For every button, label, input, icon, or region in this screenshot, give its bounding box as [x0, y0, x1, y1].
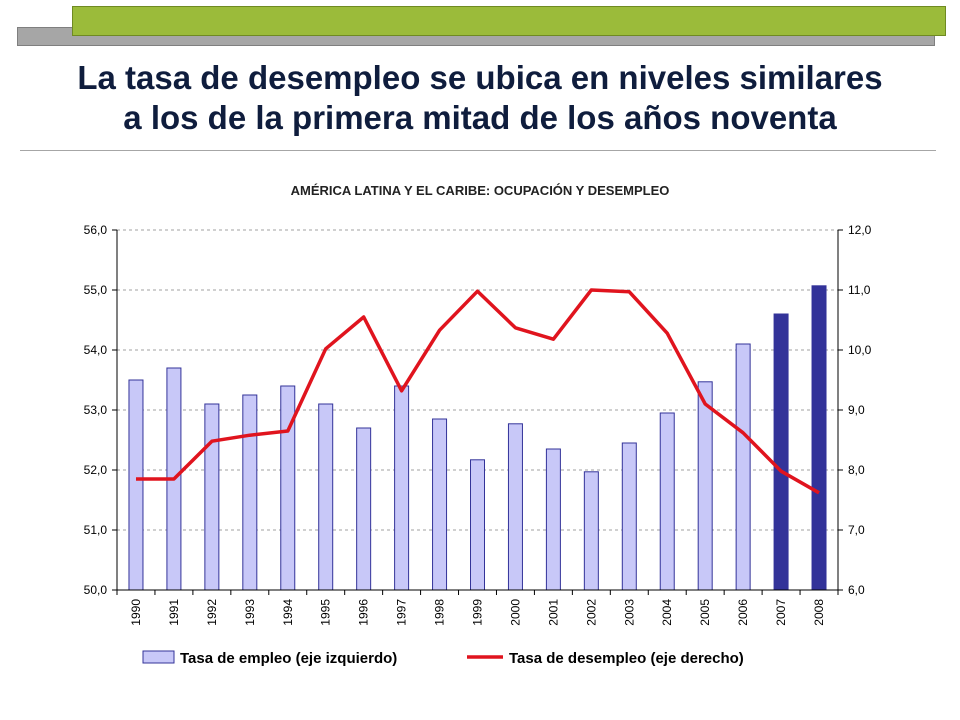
- legend: Tasa de empleo (eje izquierdo) Tasa de de…: [142, 650, 744, 667]
- y-axis-right-labels: 6,0 7,0 8,0 9,0 10,0 11,0 12,0: [848, 223, 872, 597]
- x-axis-labels: 1990 1991 1992 1993 1994 1995 1996 1997 1998 1999…: [129, 599, 826, 626]
- y-tick-label-right: 12,0: [848, 223, 872, 237]
- y-tick-label-left: 54,0: [84, 343, 108, 357]
- legend-label-employment: Tasa de empleo (eje izquierdo): [180, 650, 397, 667]
- x-tick-label: 1992: [205, 599, 219, 626]
- bar-1996: [356, 427, 372, 591]
- x-tick-label: 1996: [357, 599, 371, 626]
- x-tick-label: 1991: [167, 599, 181, 626]
- y-tick-label-right: 6,0: [848, 583, 865, 597]
- y-tick-label-left: 51,0: [84, 523, 108, 537]
- unemployment-series-line: [136, 288, 820, 495]
- title-divider: [20, 150, 936, 151]
- x-tick-label: 2003: [622, 599, 636, 626]
- y-tick-label-right: 7,0: [848, 523, 865, 537]
- unemployment-line: [136, 288, 820, 495]
- employment-bars: [128, 285, 827, 591]
- legend-label-unemployment: Tasa de desempleo (eje derecho): [509, 650, 744, 667]
- bar-1990: [128, 379, 144, 591]
- y-axis-left-labels: 50,0 51,0 52,0 53,0 54,0 55,0 56,0: [84, 223, 108, 597]
- bar-2008: [811, 285, 827, 591]
- y-tick-label-right: 11,0: [848, 283, 871, 297]
- x-tick-label: 2008: [812, 599, 826, 626]
- y-tick-label-right: 8,0: [848, 463, 865, 477]
- slide-title-line1: La tasa de desempleo se ubica en niveles…: [77, 59, 883, 96]
- bar-2004: [659, 412, 675, 591]
- x-tick-label: 2007: [774, 599, 788, 626]
- bar-1995: [318, 403, 334, 591]
- y-tick-label-left: 56,0: [84, 223, 108, 237]
- y-tick-label-left: 55,0: [84, 283, 108, 297]
- x-tick-label: 1990: [129, 599, 143, 626]
- bar-1992: [204, 403, 220, 591]
- x-tick-label: 2002: [584, 599, 598, 626]
- slide-title: La tasa de desempleo se ubica en niveles…: [0, 58, 960, 138]
- bar-1999: [470, 459, 485, 591]
- x-tick-label: 2001: [546, 599, 560, 626]
- x-tick-label: 1998: [433, 599, 447, 626]
- legend-swatch-employment: [142, 650, 175, 664]
- bar-1993: [242, 394, 258, 591]
- bar-1998: [432, 418, 448, 591]
- bar-2006: [735, 343, 751, 591]
- bar-2001: [545, 448, 561, 591]
- chart-title: AMÉRICA LATINA Y EL CARIBE: OCUPACIÓN Y …: [290, 183, 670, 198]
- x-tick-label: 1993: [243, 599, 257, 626]
- header-decoration-green-bar: [72, 6, 946, 36]
- bar-2002: [583, 471, 599, 591]
- bar-1997: [394, 385, 410, 591]
- y-tick-label-right: 9,0: [848, 403, 865, 417]
- bar-2005: [697, 381, 713, 591]
- axes: [112, 229, 843, 595]
- x-tick-label: 1999: [471, 599, 485, 626]
- x-tick-label: 1995: [319, 599, 333, 626]
- x-tick-label: 2004: [660, 599, 674, 626]
- bar-2000: [507, 423, 523, 591]
- x-tick-label: 1994: [281, 599, 295, 626]
- slide-title-line2: a los de la primera mitad de los años no…: [123, 99, 837, 136]
- employment-chart: 50,0 51,0 52,0 53,0 54,0 55,0 56,0 6,0 7,0 8,0 9,…: [84, 223, 872, 667]
- x-tick-label: 2000: [508, 599, 522, 626]
- y-tick-label-left: 52,0: [84, 463, 108, 477]
- x-tick-label: 2005: [698, 599, 712, 626]
- y-tick-label-left: 53,0: [84, 403, 108, 417]
- x-tick-label: 1997: [395, 599, 409, 626]
- x-tick-label: 2006: [736, 599, 750, 626]
- y-tick-label-right: 10,0: [848, 343, 872, 357]
- bar-2003: [621, 442, 637, 591]
- bar-2007: [773, 313, 789, 591]
- y-tick-label-left: 50,0: [84, 583, 108, 597]
